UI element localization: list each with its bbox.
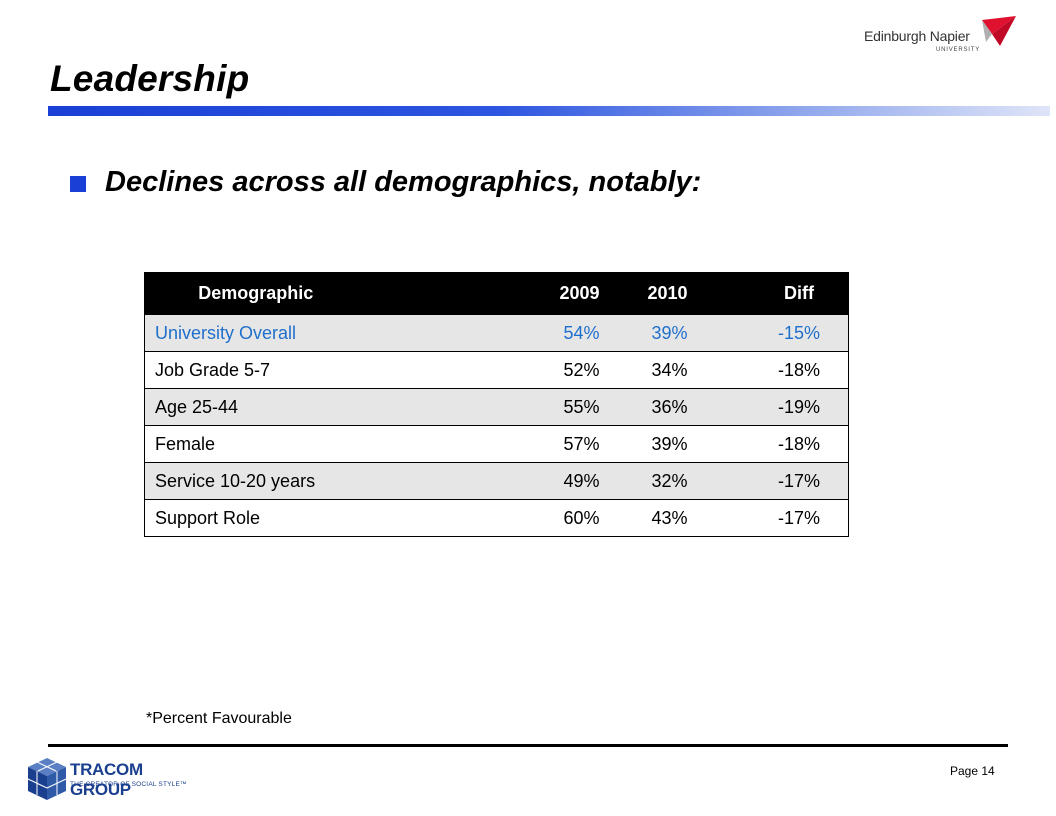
cell-diff: -17%	[691, 499, 849, 537]
page-number: Page 14	[950, 764, 995, 778]
demographics-table: Demographic 2009 2010 Diff University Ov…	[144, 272, 849, 537]
cell-diff: -15%	[691, 314, 849, 352]
col-header-2010: 2010	[601, 272, 692, 315]
bullet-text: Declines across all demographics, notabl…	[105, 166, 702, 198]
logo-sub: UNIVERSITY	[936, 47, 981, 53]
bullet-square-icon	[70, 176, 86, 192]
cell-demographic: Age 25-44	[144, 388, 367, 426]
cell-demographic: University Overall	[144, 314, 367, 352]
cell-diff: -18%	[691, 425, 849, 463]
cell-2010: 36%	[601, 388, 692, 426]
table-row: Age 25-44 55% 36% -19%	[144, 388, 849, 426]
cell-2010: 39%	[601, 425, 692, 463]
table-row: University Overall 54% 39% -15%	[144, 314, 849, 352]
col-header-2009: 2009	[366, 272, 602, 315]
cell-2009: 54%	[366, 314, 602, 352]
tracom-tagline: THE CREATOR OF SOCIAL STYLE™	[70, 781, 187, 788]
cell-2010: 32%	[601, 462, 692, 500]
table-row: Service 10-20 years 49% 32% -17%	[144, 462, 849, 500]
cell-demographic: Female	[144, 425, 367, 463]
cell-2010: 34%	[601, 351, 692, 389]
col-header-demographic: Demographic	[144, 272, 367, 315]
footnote: *Percent Favourable	[146, 710, 292, 727]
cell-diff: -19%	[691, 388, 849, 426]
cell-2010: 39%	[601, 314, 692, 352]
footer-divider	[48, 744, 1008, 747]
cell-2009: 55%	[366, 388, 602, 426]
col-header-diff: Diff	[691, 272, 849, 315]
cell-demographic: Service 10-20 years	[144, 462, 367, 500]
cell-2009: 52%	[366, 351, 602, 389]
cell-diff: -17%	[691, 462, 849, 500]
cell-2010: 43%	[601, 499, 692, 537]
tracom-name: TRACOM GROUP	[70, 760, 143, 799]
logo-name: Edinburgh Napier	[864, 28, 970, 44]
page-title: Leadership	[50, 58, 250, 99]
cell-2009: 57%	[366, 425, 602, 463]
table-row: Job Grade 5-7 52% 34% -18%	[144, 351, 849, 389]
napier-flag-icon	[982, 16, 1016, 46]
cell-2009: 49%	[366, 462, 602, 500]
tracom-logo: TRACOM GROUP THE CREATOR OF SOCIAL STYLE…	[26, 752, 206, 804]
cell-diff: -18%	[691, 351, 849, 389]
table-row: Support Role 60% 43% -17%	[144, 499, 849, 537]
edinburgh-napier-logo: Edinburgh Napier UNIVERSITY	[864, 16, 1016, 62]
title-underline	[48, 106, 1050, 116]
cell-demographic: Support Role	[144, 499, 367, 537]
cell-2009: 60%	[366, 499, 602, 537]
tracom-cube-icon	[27, 758, 67, 800]
table-header-row: Demographic 2009 2010 Diff	[144, 272, 849, 315]
table-row: Female 57% 39% -18%	[144, 425, 849, 463]
cell-demographic: Job Grade 5-7	[144, 351, 367, 389]
